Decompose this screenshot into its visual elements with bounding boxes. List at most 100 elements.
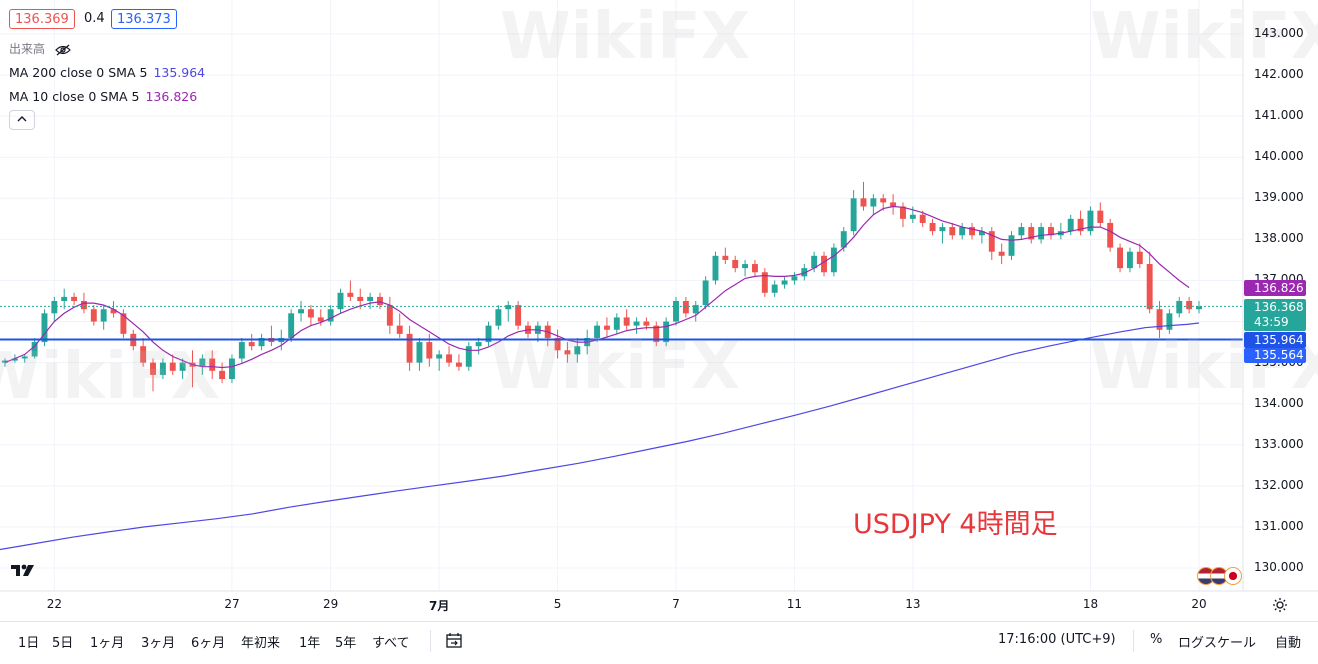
ma10-value: 136.826 — [145, 89, 198, 104]
candle-body — [90, 309, 97, 322]
time-display[interactable]: 17:16:00 (UTC+9) — [998, 632, 1116, 647]
candle-body — [307, 309, 314, 318]
candle-body — [623, 317, 630, 326]
japan-flag-icon[interactable] — [1224, 567, 1242, 585]
range-button[interactable]: 1日 — [18, 636, 40, 651]
economic-events[interactable] — [1197, 567, 1245, 587]
toolbar-separator — [430, 630, 431, 652]
range-button[interactable]: 年初来 — [241, 636, 281, 651]
candle-body — [1186, 301, 1193, 310]
candle-body — [821, 255, 827, 273]
price-axis-label: 143.000 — [1254, 26, 1304, 40]
grid-lines — [0, 0, 1243, 591]
candle-body — [1196, 306, 1202, 310]
candle-body — [51, 301, 58, 314]
gear-icon[interactable] — [1272, 597, 1288, 613]
candle-body — [367, 296, 374, 301]
candle-body — [100, 309, 107, 322]
candle-body — [61, 296, 68, 301]
candle-body — [1166, 313, 1173, 330]
candle-body — [909, 214, 916, 219]
candle-body — [140, 346, 147, 363]
ma200-line — [0, 322, 1200, 551]
range-button[interactable]: すべて — [372, 636, 410, 651]
time-axis-label: 29 — [322, 597, 339, 611]
range-button[interactable]: 3ヶ月 — [141, 636, 176, 651]
candle-body — [860, 198, 867, 207]
candle-body — [959, 227, 966, 236]
range-button[interactable]: 1ヶ月 — [90, 636, 125, 651]
candle-body — [643, 321, 650, 326]
candle-body — [219, 370, 226, 380]
price-axis-label: 132.000 — [1254, 477, 1304, 492]
candle-body — [594, 325, 601, 338]
candle-body — [150, 362, 156, 375]
candle-body — [179, 362, 186, 371]
candle-body — [712, 255, 719, 281]
candle-body — [998, 251, 1005, 256]
time-axis-label: 13 — [905, 597, 921, 611]
candle-body — [1018, 227, 1025, 236]
candle-body — [2, 360, 8, 363]
date-range-icon[interactable] — [445, 632, 463, 650]
candle-body — [890, 202, 897, 207]
candle-body — [633, 321, 640, 326]
candle-body — [929, 222, 936, 232]
candle-body — [880, 198, 887, 203]
range-button[interactable]: 5日 — [52, 636, 74, 651]
candle-body — [337, 292, 344, 310]
candle-body — [199, 358, 206, 367]
candle-body — [1048, 227, 1054, 236]
candle-body — [238, 342, 245, 359]
candle-body — [1038, 227, 1045, 240]
tradingview-logo[interactable] — [9, 561, 39, 581]
countdown-value: 43:59 — [1254, 315, 1289, 329]
eye-off-icon[interactable] — [54, 44, 71, 56]
last-price-tag: 136.368 43:59 — [1244, 299, 1306, 331]
price-axis-label: 131.000 — [1254, 518, 1304, 533]
candle-body — [830, 247, 837, 273]
candle-body — [475, 342, 482, 347]
candle-body — [110, 309, 117, 314]
candle-body — [1136, 251, 1143, 265]
range-button[interactable]: 6ヶ月 — [191, 636, 226, 651]
time-axis-label: 20 — [1191, 597, 1207, 611]
time-axis-label: 5 — [553, 597, 562, 611]
ma200-legend[interactable]: MA 200 close 0 SMA 5 135.964 — [9, 65, 205, 80]
candle-body — [396, 325, 403, 334]
candle-body — [515, 305, 522, 326]
candle-body — [751, 264, 758, 273]
candle-body — [870, 198, 877, 207]
ma10-price-tag: 136.826 — [1244, 280, 1306, 296]
candle-body — [436, 354, 443, 359]
candle-body — [1097, 210, 1104, 223]
range-button[interactable]: 1年 — [299, 636, 321, 651]
ma200-price-tag: 135.964 — [1244, 332, 1306, 348]
volume-legend[interactable]: 出来高 — [9, 40, 71, 57]
collapse-legend-button[interactable] — [9, 110, 35, 130]
toolbar-separator — [1133, 630, 1134, 652]
watermark: WikiFX — [1090, 0, 1318, 74]
ma200-value: 135.964 — [153, 65, 206, 80]
range-button[interactable]: 5年 — [335, 636, 357, 651]
candle-body — [1117, 247, 1124, 269]
candle-body — [801, 268, 808, 277]
candle-body — [1126, 251, 1133, 269]
time-axis-label: 11 — [786, 597, 803, 611]
log-scale-button[interactable]: ログスケール — [1178, 636, 1257, 651]
auto-scale-button[interactable]: 自動 — [1275, 636, 1302, 651]
candle-body — [41, 313, 48, 343]
candle-body — [1008, 235, 1015, 256]
chart-annotation[interactable]: USDJPY 4時間足 — [853, 509, 1058, 540]
open-price-box: 136.369 — [9, 9, 75, 29]
candle-body — [169, 362, 176, 371]
candle-body — [1028, 227, 1035, 240]
candle-body — [742, 264, 749, 269]
percent-scale-button[interactable]: % — [1150, 632, 1163, 647]
candle-body — [455, 362, 462, 367]
ma10-legend[interactable]: MA 10 close 0 SMA 5 136.826 — [9, 89, 197, 104]
ma200-label: MA 200 close 0 SMA 5 — [9, 65, 148, 80]
time-axis-label: 7月 — [428, 599, 450, 613]
price-chart[interactable] — [0, 0, 1318, 621]
candle-body — [811, 255, 818, 269]
